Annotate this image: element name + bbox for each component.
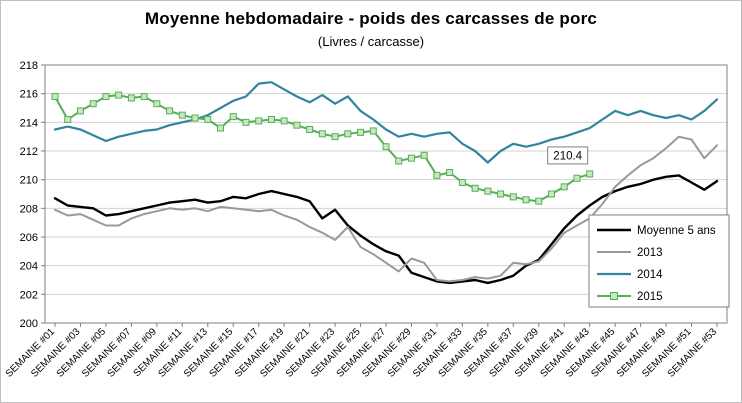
y-axis-label: 216 [20, 89, 38, 101]
series-marker-2015 [153, 100, 161, 108]
y-axis-label: 218 [20, 60, 38, 72]
series-marker-2015 [522, 196, 530, 204]
series-marker-2015 [242, 118, 250, 126]
series-marker-2015 [395, 157, 403, 165]
y-axis-label: 202 [20, 289, 38, 301]
legend-label: Moyenne 5 ans [637, 225, 716, 237]
legend-label: 2013 [637, 247, 663, 259]
series-marker-2015 [293, 121, 301, 129]
annotation-box [547, 146, 589, 165]
series-marker-2015 [178, 111, 186, 119]
series-line-2015 [54, 94, 591, 203]
series-line-2013 [54, 135, 718, 283]
y-axis-label: 200 [20, 318, 38, 330]
series-marker-2015 [51, 93, 59, 101]
series-marker-2015 [433, 171, 441, 179]
series-marker-2015 [509, 193, 517, 201]
y-axis-label: 208 [20, 203, 38, 215]
legend-label: 2014 [637, 269, 663, 281]
series-marker-2015 [497, 190, 505, 198]
series-marker-2015 [229, 113, 237, 121]
series-marker-2015 [64, 115, 72, 123]
series-marker-2015 [471, 184, 479, 192]
series-marker-2015 [446, 169, 454, 176]
series-marker-2015 [318, 130, 326, 138]
y-axis-label: 206 [20, 232, 38, 244]
series-line-2014 [53, 81, 719, 164]
series-marker-2015 [586, 170, 594, 178]
series-marker-2015 [573, 174, 581, 182]
series-marker-2015 [331, 133, 339, 141]
y-axis-label: 210 [20, 175, 38, 187]
series-marker-2015 [191, 114, 199, 122]
chart-title: Moyenne hebdomadaire - poids des carcass… [144, 9, 598, 28]
series-marker-2015 [76, 107, 84, 115]
series-marker-2015 [560, 183, 568, 191]
legend-label: 2015 [637, 291, 663, 303]
series-marker-2015 [306, 126, 314, 133]
series-marker-2015 [548, 190, 555, 198]
series-marker-2015 [280, 117, 288, 125]
series-marker-2015 [382, 143, 390, 151]
legend-marker-sample [610, 292, 618, 300]
series-marker-2015 [102, 93, 110, 101]
y-axis-label: 204 [20, 261, 38, 273]
series-marker-2015 [535, 197, 543, 205]
series-marker-2015 [255, 117, 263, 125]
series-marker-2015 [344, 130, 352, 138]
annotation-label: 210.4 [553, 150, 582, 162]
series-marker-2015 [458, 179, 466, 187]
series-line-moyenne-5-ans [53, 174, 719, 285]
series-marker-2015 [140, 93, 148, 101]
chart-subtitle: (Livres / carcasse) [317, 34, 425, 49]
series-marker-2015 [127, 94, 135, 102]
y-axis-label: 214 [20, 117, 38, 129]
series-marker-2015 [407, 154, 415, 162]
series-marker-2015 [267, 115, 275, 123]
series-marker-2015 [89, 100, 97, 108]
series-marker-2015 [369, 127, 377, 135]
series-marker-2015 [115, 91, 123, 99]
series-marker-2015 [357, 128, 365, 136]
series-marker-2015 [166, 107, 174, 115]
y-axis-label: 212 [20, 146, 38, 158]
series-marker-2015 [484, 187, 492, 195]
series-marker-2015 [217, 124, 224, 132]
series-marker-2015 [204, 115, 212, 123]
series-marker-2015 [420, 151, 428, 159]
